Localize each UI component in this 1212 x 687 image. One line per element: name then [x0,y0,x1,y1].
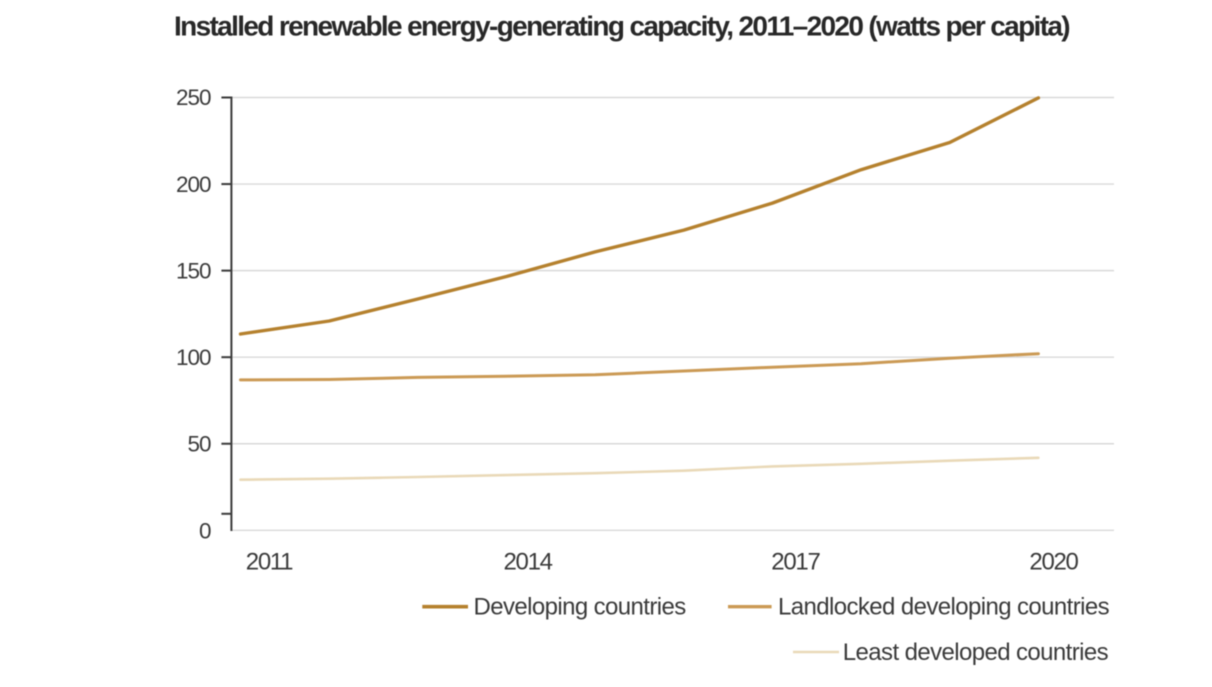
svg-text:0: 0 [199,519,211,544]
svg-text:2014: 2014 [503,548,552,575]
svg-text:2017: 2017 [771,548,820,575]
svg-text:Installed renewable energy-gen: Installed renewable energy-generating ca… [174,11,1069,42]
svg-text:150: 150 [176,258,211,283]
svg-text:Landlocked developing countrie: Landlocked developing countries [778,594,1110,621]
svg-text:Developing countries: Developing countries [474,594,687,621]
svg-text:250: 250 [176,85,211,110]
svg-text:200: 200 [176,172,211,197]
svg-text:2020: 2020 [1029,548,1078,575]
svg-text:2011: 2011 [246,548,293,575]
svg-text:50: 50 [187,432,211,457]
svg-text:Least developed countries: Least developed countries [843,639,1109,666]
svg-text:100: 100 [176,345,211,370]
